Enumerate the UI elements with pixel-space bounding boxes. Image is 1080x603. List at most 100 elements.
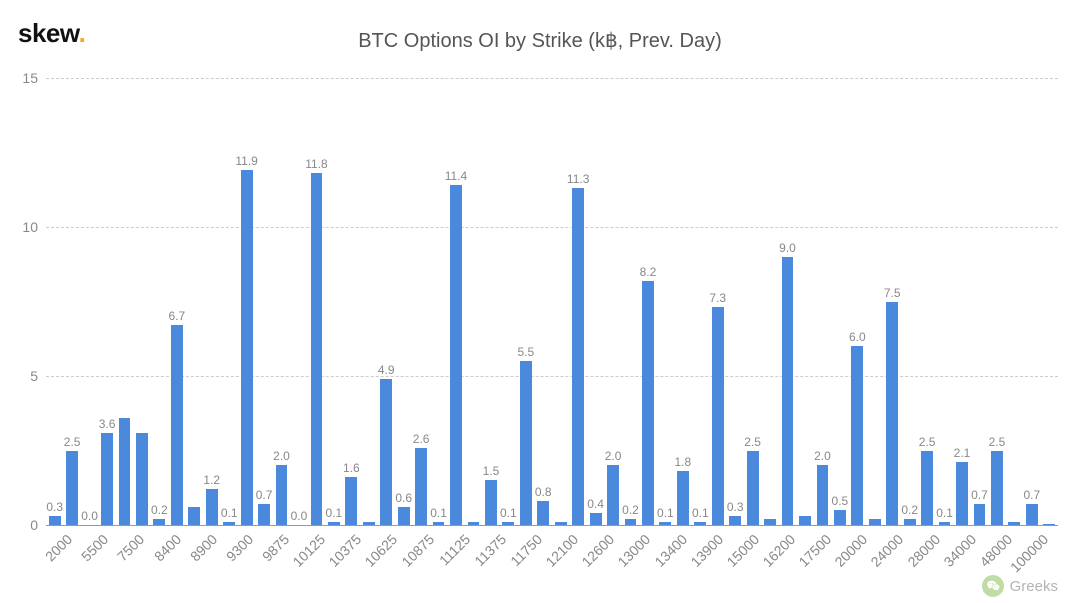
bar-value-label: 6.0 (849, 330, 866, 344)
bar-slot: 0.1 (220, 78, 237, 525)
x-axis-labels: 2000550075008400890093009875101251037510… (46, 525, 1058, 603)
bar-value-label: 4.9 (378, 363, 395, 377)
bar: 2.0 (607, 465, 619, 525)
bar-slot: 0.4 (587, 78, 604, 525)
bar-slot: 9.0 (779, 78, 796, 525)
bar-slot: 1.6 (343, 78, 360, 525)
bar: 3.6 (101, 433, 113, 525)
bar-value-label: 0.1 (430, 506, 447, 520)
bar-slot: 3.6 (98, 78, 115, 525)
bar-value-label: 2.0 (273, 449, 290, 463)
bar: 1.5 (485, 480, 497, 525)
brand-logo: skew. (18, 18, 85, 49)
bar-slot: 0.2 (151, 78, 168, 525)
bar (188, 507, 200, 525)
bar-value-label: 0.7 (971, 488, 988, 502)
bar-value-label: 0.4 (587, 497, 604, 511)
bar-slot (866, 78, 883, 525)
bar-value-label: 0.7 (256, 488, 273, 502)
bar-slot: 11.3 (569, 78, 586, 525)
bar-value-label: 0.1 (692, 506, 709, 520)
y-tick-label: 15 (6, 70, 46, 86)
x-tick-label: 9875 (259, 531, 292, 564)
watermark: Greeks (982, 575, 1058, 597)
x-tick-label: 13400 (651, 531, 690, 570)
bar-value-label: 8.2 (640, 265, 657, 279)
x-tick-label: 13000 (615, 531, 654, 570)
bar-value-label: 0.1 (326, 506, 343, 520)
x-tick-label: 11750 (507, 531, 545, 569)
bar-value-label: 2.5 (744, 435, 761, 449)
bar-value-label: 2.5 (64, 435, 81, 449)
x-tick-label: 17500 (796, 531, 835, 570)
bar-slot (1006, 78, 1023, 525)
bar-slot: 1.2 (203, 78, 220, 525)
bar-slot: 2.0 (604, 78, 621, 525)
bar-slot: 0.7 (971, 78, 988, 525)
bar-slot: 11.9 (238, 78, 255, 525)
bar: 2.5 (66, 451, 78, 525)
bar-slot (761, 78, 778, 525)
bar-slot: 2.5 (63, 78, 80, 525)
bar-slot (360, 78, 377, 525)
x-tick-label: 20000 (832, 531, 871, 570)
bar-value-label: 0.2 (901, 503, 918, 517)
bar-value-label: 0.6 (395, 491, 412, 505)
x-tick-label: 24000 (868, 531, 907, 570)
bar-slot: 0.0 (81, 78, 98, 525)
bar-value-label: 0.1 (936, 506, 953, 520)
bar-value-label: 0.0 (81, 509, 98, 523)
bar-value-label: 6.7 (168, 309, 185, 323)
bar-slot (133, 78, 150, 525)
bar: 1.2 (206, 489, 218, 525)
bar-slot: 0.7 (255, 78, 272, 525)
bar-value-label: 1.5 (483, 464, 500, 478)
bar: 0.6 (398, 507, 410, 525)
bar: 2.6 (415, 448, 427, 525)
bar-slot: 0.2 (622, 78, 639, 525)
bar-value-label: 0.1 (221, 506, 238, 520)
bar: 11.8 (311, 173, 323, 525)
x-tick-label: 7500 (114, 531, 147, 564)
bar-slot: 1.5 (482, 78, 499, 525)
bar-slot: 7.5 (884, 78, 901, 525)
bar-value-label: 0.1 (657, 506, 674, 520)
bar-value-label: 2.5 (989, 435, 1006, 449)
bar: 7.3 (712, 307, 724, 525)
bar-slot: 11.4 (447, 78, 464, 525)
x-tick-label: 11375 (471, 531, 509, 569)
bar-slot: 0.1 (657, 78, 674, 525)
bar-value-label: 7.5 (884, 286, 901, 300)
watermark-text: Greeks (1010, 578, 1058, 595)
x-tick-label: 9300 (223, 531, 256, 564)
bar-value-label: 3.6 (99, 417, 116, 431)
bar-slot: 0.1 (325, 78, 342, 525)
x-tick-label: 10125 (290, 531, 329, 570)
bar: 2.1 (956, 462, 968, 525)
x-tick-label: 28000 (904, 531, 943, 570)
bar-series: 0.32.50.03.60.26.71.20.111.90.72.00.011.… (46, 78, 1058, 525)
bar: 11.3 (572, 188, 584, 525)
bar-slot: 0.5 (831, 78, 848, 525)
bar-value-label: 2.5 (919, 435, 936, 449)
bar-slot (465, 78, 482, 525)
bar: 7.5 (886, 302, 898, 526)
bar-slot: 0.1 (936, 78, 953, 525)
bar-slot: 0.1 (430, 78, 447, 525)
bar-value-label: 0.0 (291, 509, 308, 523)
bar-slot: 2.5 (918, 78, 935, 525)
x-tick-label: 12600 (579, 531, 618, 570)
bar: 0.5 (834, 510, 846, 525)
bar-value-label: 2.1 (954, 446, 971, 460)
bar: 0.3 (49, 516, 61, 525)
bar-slot: 2.1 (953, 78, 970, 525)
bar-slot: 1.8 (674, 78, 691, 525)
bar-slot (552, 78, 569, 525)
bar: 0.7 (1026, 504, 1038, 525)
bar-value-label: 9.0 (779, 241, 796, 255)
bar: 2.5 (747, 451, 759, 525)
brand-name: skew (18, 18, 79, 48)
bar: 2.0 (276, 465, 288, 525)
bar: 5.5 (520, 361, 532, 525)
y-tick-label: 5 (6, 368, 46, 384)
